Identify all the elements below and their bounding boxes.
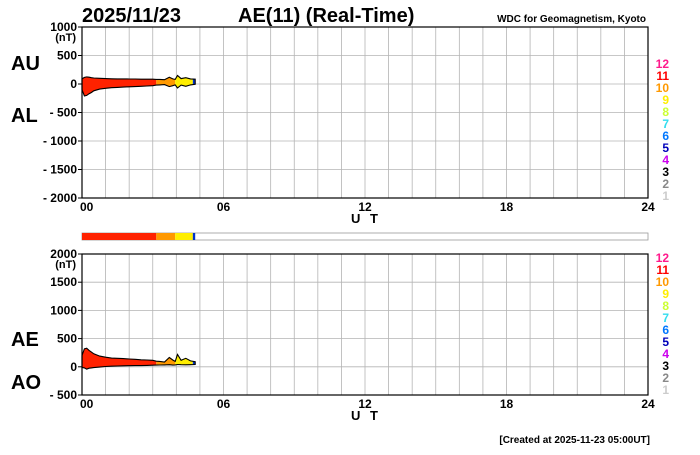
level-legend-item: 11 [656, 263, 669, 277]
x-tick-label: 06 [217, 397, 231, 411]
x-tick-label: 00 [80, 397, 94, 411]
station-bar-segment [175, 233, 193, 240]
level-legend-item: 10 [656, 275, 670, 289]
ae-ao-unit-label: (nT) [55, 259, 76, 271]
level-legend-item: 12 [656, 251, 670, 265]
y-tick-label: 1000 [50, 303, 77, 317]
x-tick-label: 24 [641, 397, 655, 411]
level-legend-item: 8 [662, 105, 669, 119]
au-al-grid [82, 27, 648, 198]
y-tick-label: - 2000 [43, 191, 77, 205]
y-tick-label: - 1000 [43, 134, 77, 148]
station-bar-segment [82, 233, 157, 240]
x-tick-label: 18 [500, 397, 514, 411]
ae-ao-y-ticks: 2000 1500 1000 500 0 - 500 [50, 247, 82, 402]
au-label: AU [11, 53, 40, 75]
y-tick-label: 500 [57, 332, 77, 346]
level-legend-item: 4 [662, 347, 669, 361]
ae-ao-x-ticks: 00 06 12 18 24 [80, 397, 655, 411]
ae-label: AE [11, 329, 39, 351]
ae-ao-x-axis-label: U T [351, 408, 381, 423]
level-legend-item: 5 [662, 335, 669, 349]
x-tick-label: 12 [358, 397, 372, 411]
y-tick-label: 1000 [50, 20, 77, 34]
level-legend-item: 5 [662, 141, 669, 155]
level-legend-item: 6 [662, 129, 669, 143]
date-label: 2025/11/23 [82, 5, 181, 27]
level-legend-item: 8 [662, 299, 669, 313]
level-legend-item: 2 [662, 177, 669, 191]
y-tick-label: 1500 [50, 275, 77, 289]
level-legend-item: 12 [656, 57, 670, 71]
y-tick-label: 2000 [50, 247, 77, 261]
chart-title: AE(11) (Real-Time) [238, 5, 414, 27]
envelope-outline [81, 347, 196, 370]
station-bar-segment [192, 233, 196, 240]
level-legend-item: 2 [662, 371, 669, 385]
level-legend-item: 9 [662, 93, 669, 107]
ae-ao-grid [82, 254, 648, 395]
y-tick-label: - 1500 [43, 163, 77, 177]
station-bar-segment [156, 233, 176, 240]
au-al-x-axis-label: U T [351, 211, 381, 226]
level-legend-item: 3 [662, 165, 669, 179]
level-legend-item: 11 [656, 69, 669, 83]
ae-ao-frame [81, 253, 649, 396]
level-legend-item: 6 [662, 323, 669, 337]
y-tick-label: 500 [57, 49, 77, 63]
y-tick-label: - 500 [50, 388, 78, 402]
station-count-bar [81, 232, 649, 241]
y-tick-label: - 500 [50, 106, 78, 120]
x-tick-label: 00 [80, 200, 94, 214]
level-legend-item: 9 [662, 287, 669, 301]
x-tick-label: 24 [641, 200, 655, 214]
level-legend-item: 1 [662, 189, 669, 203]
al-label: AL [11, 105, 38, 127]
au-al-y-ticks: 1000 500 0 - 500 - 1000 - 1500 - 2000 [43, 20, 82, 205]
au-al-unit-label: (nT) [55, 32, 76, 44]
level-legend-item: 3 [662, 359, 669, 373]
y-tick-label: 0 [70, 77, 77, 91]
level-legend-item: 1 [662, 383, 669, 397]
x-tick-label: 18 [500, 200, 514, 214]
envelope-outline [81, 74, 196, 97]
x-tick-label: 06 [217, 200, 231, 214]
au-al-x-ticks: 00 06 12 18 24 [80, 200, 655, 214]
y-tick-label: 0 [70, 360, 77, 374]
level-legend-item: 7 [662, 311, 669, 325]
level-legend-item: 7 [662, 117, 669, 131]
level-legend-item: 4 [662, 153, 669, 167]
created-timestamp: [Created at 2025-11-23 05:00UT] [499, 435, 650, 446]
ao-label: AO [11, 372, 41, 394]
credit-label: WDC for Geomagnetism, Kyoto [497, 14, 646, 25]
x-tick-label: 12 [358, 200, 372, 214]
level-legend-item: 10 [656, 81, 670, 95]
